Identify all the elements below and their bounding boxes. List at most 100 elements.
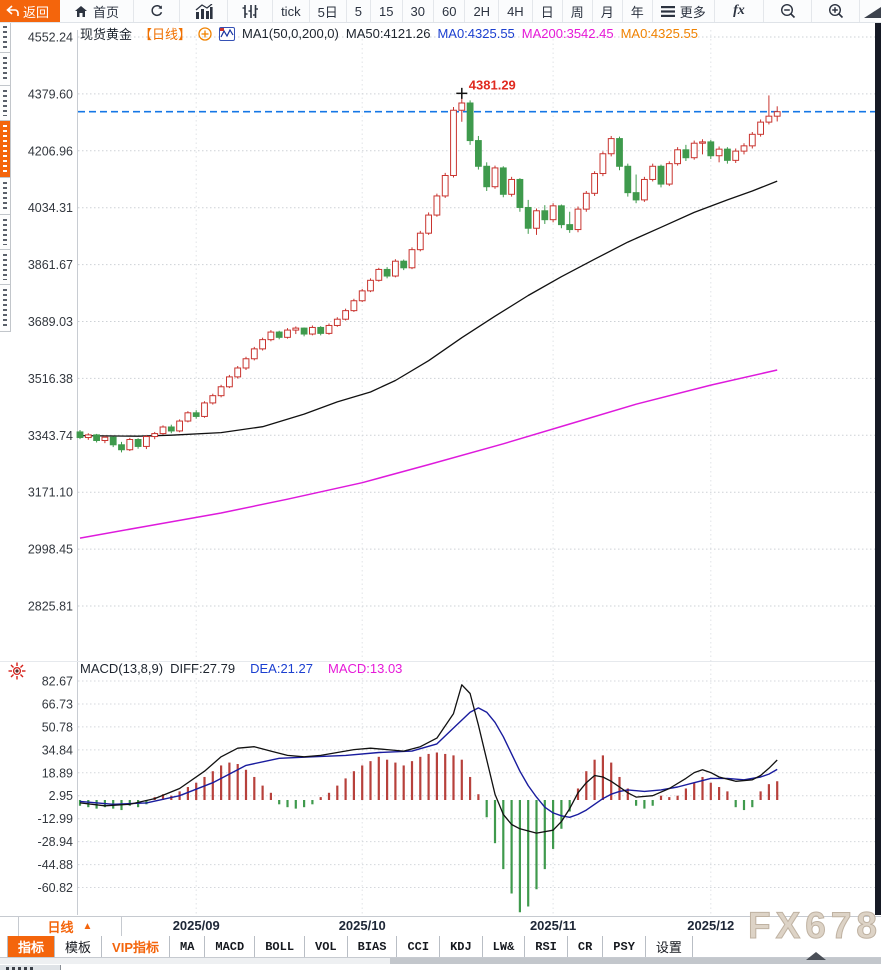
price-axis-label: 3861.67 <box>28 258 73 272</box>
left-panel-tab[interactable] <box>0 215 11 250</box>
period-week-button[interactable]: 周 <box>563 0 593 22</box>
indicator-tab-bar: 指标 模板 VIP指标 MA MACD BOLL VOL BIAS CCI KD… <box>0 936 881 958</box>
scrollbar-thumb[interactable] <box>390 958 881 964</box>
horizontal-scrollbar[interactable] <box>0 952 881 964</box>
candle-body <box>765 115 773 123</box>
chart-type-candles-button[interactable] <box>228 0 274 22</box>
macd-legend: MACD(13,8,9) DIFF:27.79 DEA:21.27 MACD:1… <box>80 661 402 676</box>
tab-boll[interactable]: BOLL <box>255 936 306 957</box>
left-panel-tab[interactable] <box>0 178 11 215</box>
tab-bias[interactable]: BIAS <box>348 936 398 957</box>
candle-body <box>367 279 374 292</box>
hamburger-icon <box>660 5 675 17</box>
left-panel-tab-active[interactable] <box>0 121 11 178</box>
candle-body <box>682 149 690 159</box>
left-panel-tab[interactable] <box>0 53 11 86</box>
candlestick-icon <box>242 4 259 18</box>
period-60m-button[interactable]: 60 <box>434 0 466 22</box>
candle-body <box>192 412 200 417</box>
candle-body <box>176 420 183 432</box>
refresh-button[interactable] <box>134 0 181 22</box>
back-button[interactable]: 返回 <box>0 0 61 22</box>
period-label: 60 <box>441 3 457 19</box>
period-5m-button[interactable]: 5 <box>347 0 372 22</box>
tab-template[interactable]: 模板 <box>55 936 103 957</box>
candle-body <box>566 224 574 231</box>
period-month-button[interactable]: 月 <box>593 0 623 22</box>
left-panel-tab[interactable] <box>0 250 11 285</box>
tab-macd[interactable]: MACD <box>205 936 256 957</box>
candle-body <box>458 102 466 111</box>
tab-cci[interactable]: CCI <box>397 936 441 957</box>
period-5d-button[interactable]: 5日 <box>310 0 347 22</box>
timeframe-selector[interactable]: 日线 ▲ <box>18 917 122 936</box>
collapse-handle-icon[interactable] <box>806 952 826 960</box>
tab-kdj[interactable]: KDJ <box>440 936 483 957</box>
candle-body <box>217 386 225 397</box>
candle-body <box>250 348 258 360</box>
candle-body <box>118 444 125 451</box>
tab-cr[interactable]: CR <box>568 936 604 957</box>
ma-indicator-icon[interactable] <box>219 26 236 41</box>
period-30m-button[interactable]: 30 <box>403 0 434 22</box>
left-panel-tab[interactable] <box>0 285 11 332</box>
candle-body <box>350 300 358 312</box>
more-button[interactable]: 更多 <box>653 0 715 22</box>
left-panel-tab[interactable] <box>0 86 11 121</box>
draw-tool-button[interactable] <box>860 0 881 22</box>
tab-psy[interactable]: PSY <box>603 936 646 957</box>
chart-type-bars-button[interactable] <box>180 0 229 22</box>
macd-axis-label: 82.67 <box>42 675 73 689</box>
chevron-up-icon: ▲ <box>82 921 93 932</box>
candle-body <box>558 205 565 226</box>
period-label: 5日 <box>317 4 338 20</box>
tab-indicators[interactable]: 指标 <box>8 936 56 957</box>
tab-vip-indicators[interactable]: VIP指标 <box>102 936 170 957</box>
period-day-button[interactable]: 日 <box>533 0 563 22</box>
macd-title: MACD(13,8,9) <box>80 661 164 676</box>
candle-body <box>400 260 408 269</box>
indicator-sun-icon[interactable] <box>8 662 26 680</box>
x-axis-date: 2025/10 <box>338 918 386 933</box>
tab-lw[interactable]: LW& <box>483 936 526 957</box>
candle-body <box>732 150 740 161</box>
candle-body <box>450 109 457 177</box>
candle-body <box>143 436 150 447</box>
period-label: 2H <box>473 3 491 19</box>
home-button[interactable]: 首页 <box>60 0 135 22</box>
candle-body <box>533 210 540 229</box>
period-2h-button[interactable]: 2H <box>465 0 500 22</box>
candle-body <box>475 140 482 167</box>
period-15m-button[interactable]: 15 <box>371 0 403 22</box>
candle-body <box>624 165 632 194</box>
home-icon <box>75 5 88 17</box>
formula-button[interactable]: fx <box>715 0 765 22</box>
tab-settings[interactable]: 设置 <box>646 936 693 957</box>
candle-body <box>134 439 142 447</box>
tab-rsi[interactable]: RSI <box>525 936 568 957</box>
period-label: 30 <box>410 3 425 19</box>
add-indicator-icon[interactable] <box>198 26 212 41</box>
candle-body <box>201 402 208 417</box>
timeframe-label: 【日线】 <box>139 27 192 42</box>
ma-settings: MA1(50,0,200,0) <box>242 26 339 41</box>
x-axis-date: 2025/11 <box>529 918 577 933</box>
zoom-in-button[interactable] <box>812 0 860 22</box>
zoom-out-button[interactable] <box>764 0 813 22</box>
candle-body <box>317 326 325 334</box>
tab-ma[interactable]: MA <box>170 936 206 957</box>
tab-vol[interactable]: VOL <box>305 936 348 957</box>
period-year-button[interactable]: 年 <box>623 0 653 22</box>
period-tick-button[interactable]: tick <box>273 0 310 22</box>
period-4h-button[interactable]: 4H <box>499 0 533 22</box>
candle-body <box>76 431 84 439</box>
candle-body <box>582 192 590 210</box>
price-axis-label: 3343.74 <box>28 429 73 443</box>
price-axis-label: 3171.10 <box>28 486 73 500</box>
candle-body <box>699 141 706 144</box>
price-axis-label: 4206.96 <box>28 144 73 158</box>
macd-axis-label: 66.73 <box>42 697 73 711</box>
left-panel-tab[interactable] <box>0 22 11 53</box>
ma50-line <box>79 180 778 437</box>
